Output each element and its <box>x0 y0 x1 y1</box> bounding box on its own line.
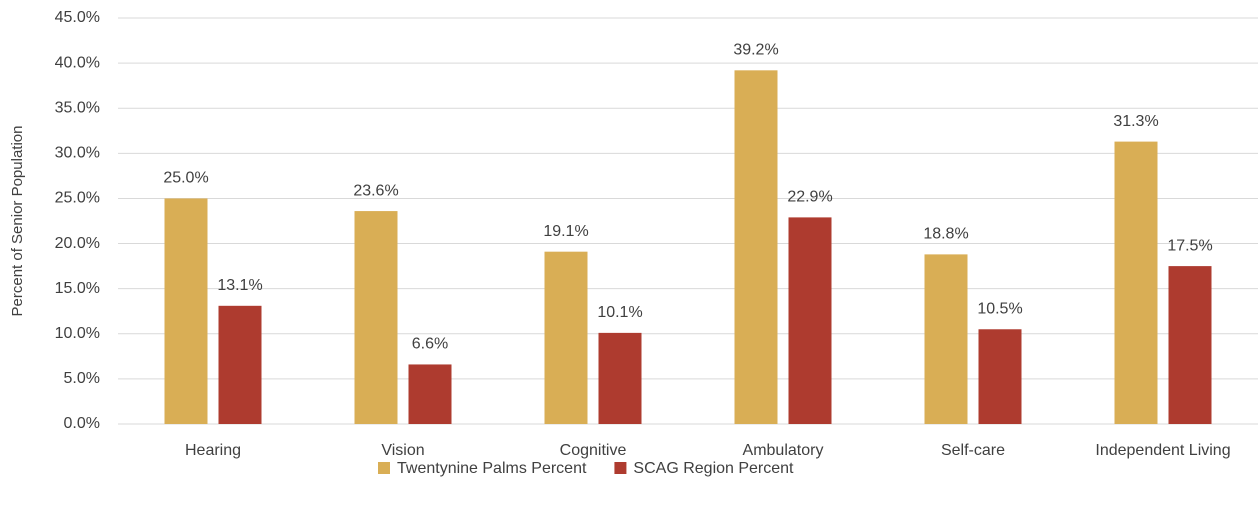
x-tick-label: Cognitive <box>560 442 627 459</box>
bar <box>1168 266 1212 424</box>
y-tick-label: 5.0% <box>64 370 100 387</box>
y-tick-label: 40.0% <box>55 54 100 71</box>
x-tick-label: Hearing <box>185 442 241 459</box>
data-label: 13.1% <box>217 277 262 294</box>
bar <box>978 329 1022 424</box>
bar <box>544 251 588 424</box>
y-tick-label: 15.0% <box>55 280 100 297</box>
bar <box>164 198 208 424</box>
data-label: 31.3% <box>1113 113 1158 130</box>
x-tick-label: Ambulatory <box>743 442 824 459</box>
bar <box>1114 141 1158 425</box>
legend-swatch <box>378 462 390 474</box>
bar <box>218 305 262 424</box>
data-label: 6.6% <box>412 336 448 353</box>
x-tick-label: Vision <box>381 442 424 459</box>
data-label: 39.2% <box>733 42 778 59</box>
y-tick-label: 25.0% <box>55 190 100 207</box>
data-label: 19.1% <box>543 223 588 240</box>
x-tick-label: Self-care <box>941 442 1005 459</box>
data-label: 23.6% <box>353 182 398 199</box>
data-label: 10.5% <box>977 300 1022 317</box>
bar <box>354 211 398 424</box>
data-label: 17.5% <box>1167 237 1212 254</box>
y-tick-label: 35.0% <box>55 99 100 116</box>
legend-swatch <box>614 462 627 474</box>
bar <box>598 332 642 424</box>
bar <box>788 217 832 424</box>
y-tick-label: 10.0% <box>55 325 100 342</box>
bar <box>408 364 452 424</box>
data-label: 18.8% <box>923 226 968 243</box>
y-axis-title: Percent of Senior Population <box>9 126 26 317</box>
x-tick-label: Independent Living <box>1095 442 1230 459</box>
bar <box>734 70 778 424</box>
data-label: 10.1% <box>597 304 642 321</box>
data-label: 22.9% <box>787 189 832 206</box>
y-tick-label: 0.0% <box>64 415 100 432</box>
y-tick-label: 30.0% <box>55 145 100 162</box>
legend-label: Twentynine Palms Percent <box>397 460 587 477</box>
y-tick-label: 45.0% <box>55 9 100 26</box>
bar <box>924 254 968 424</box>
legend-label: SCAG Region Percent <box>633 460 794 477</box>
data-label: 25.0% <box>163 170 208 187</box>
y-tick-label: 20.0% <box>55 235 100 252</box>
